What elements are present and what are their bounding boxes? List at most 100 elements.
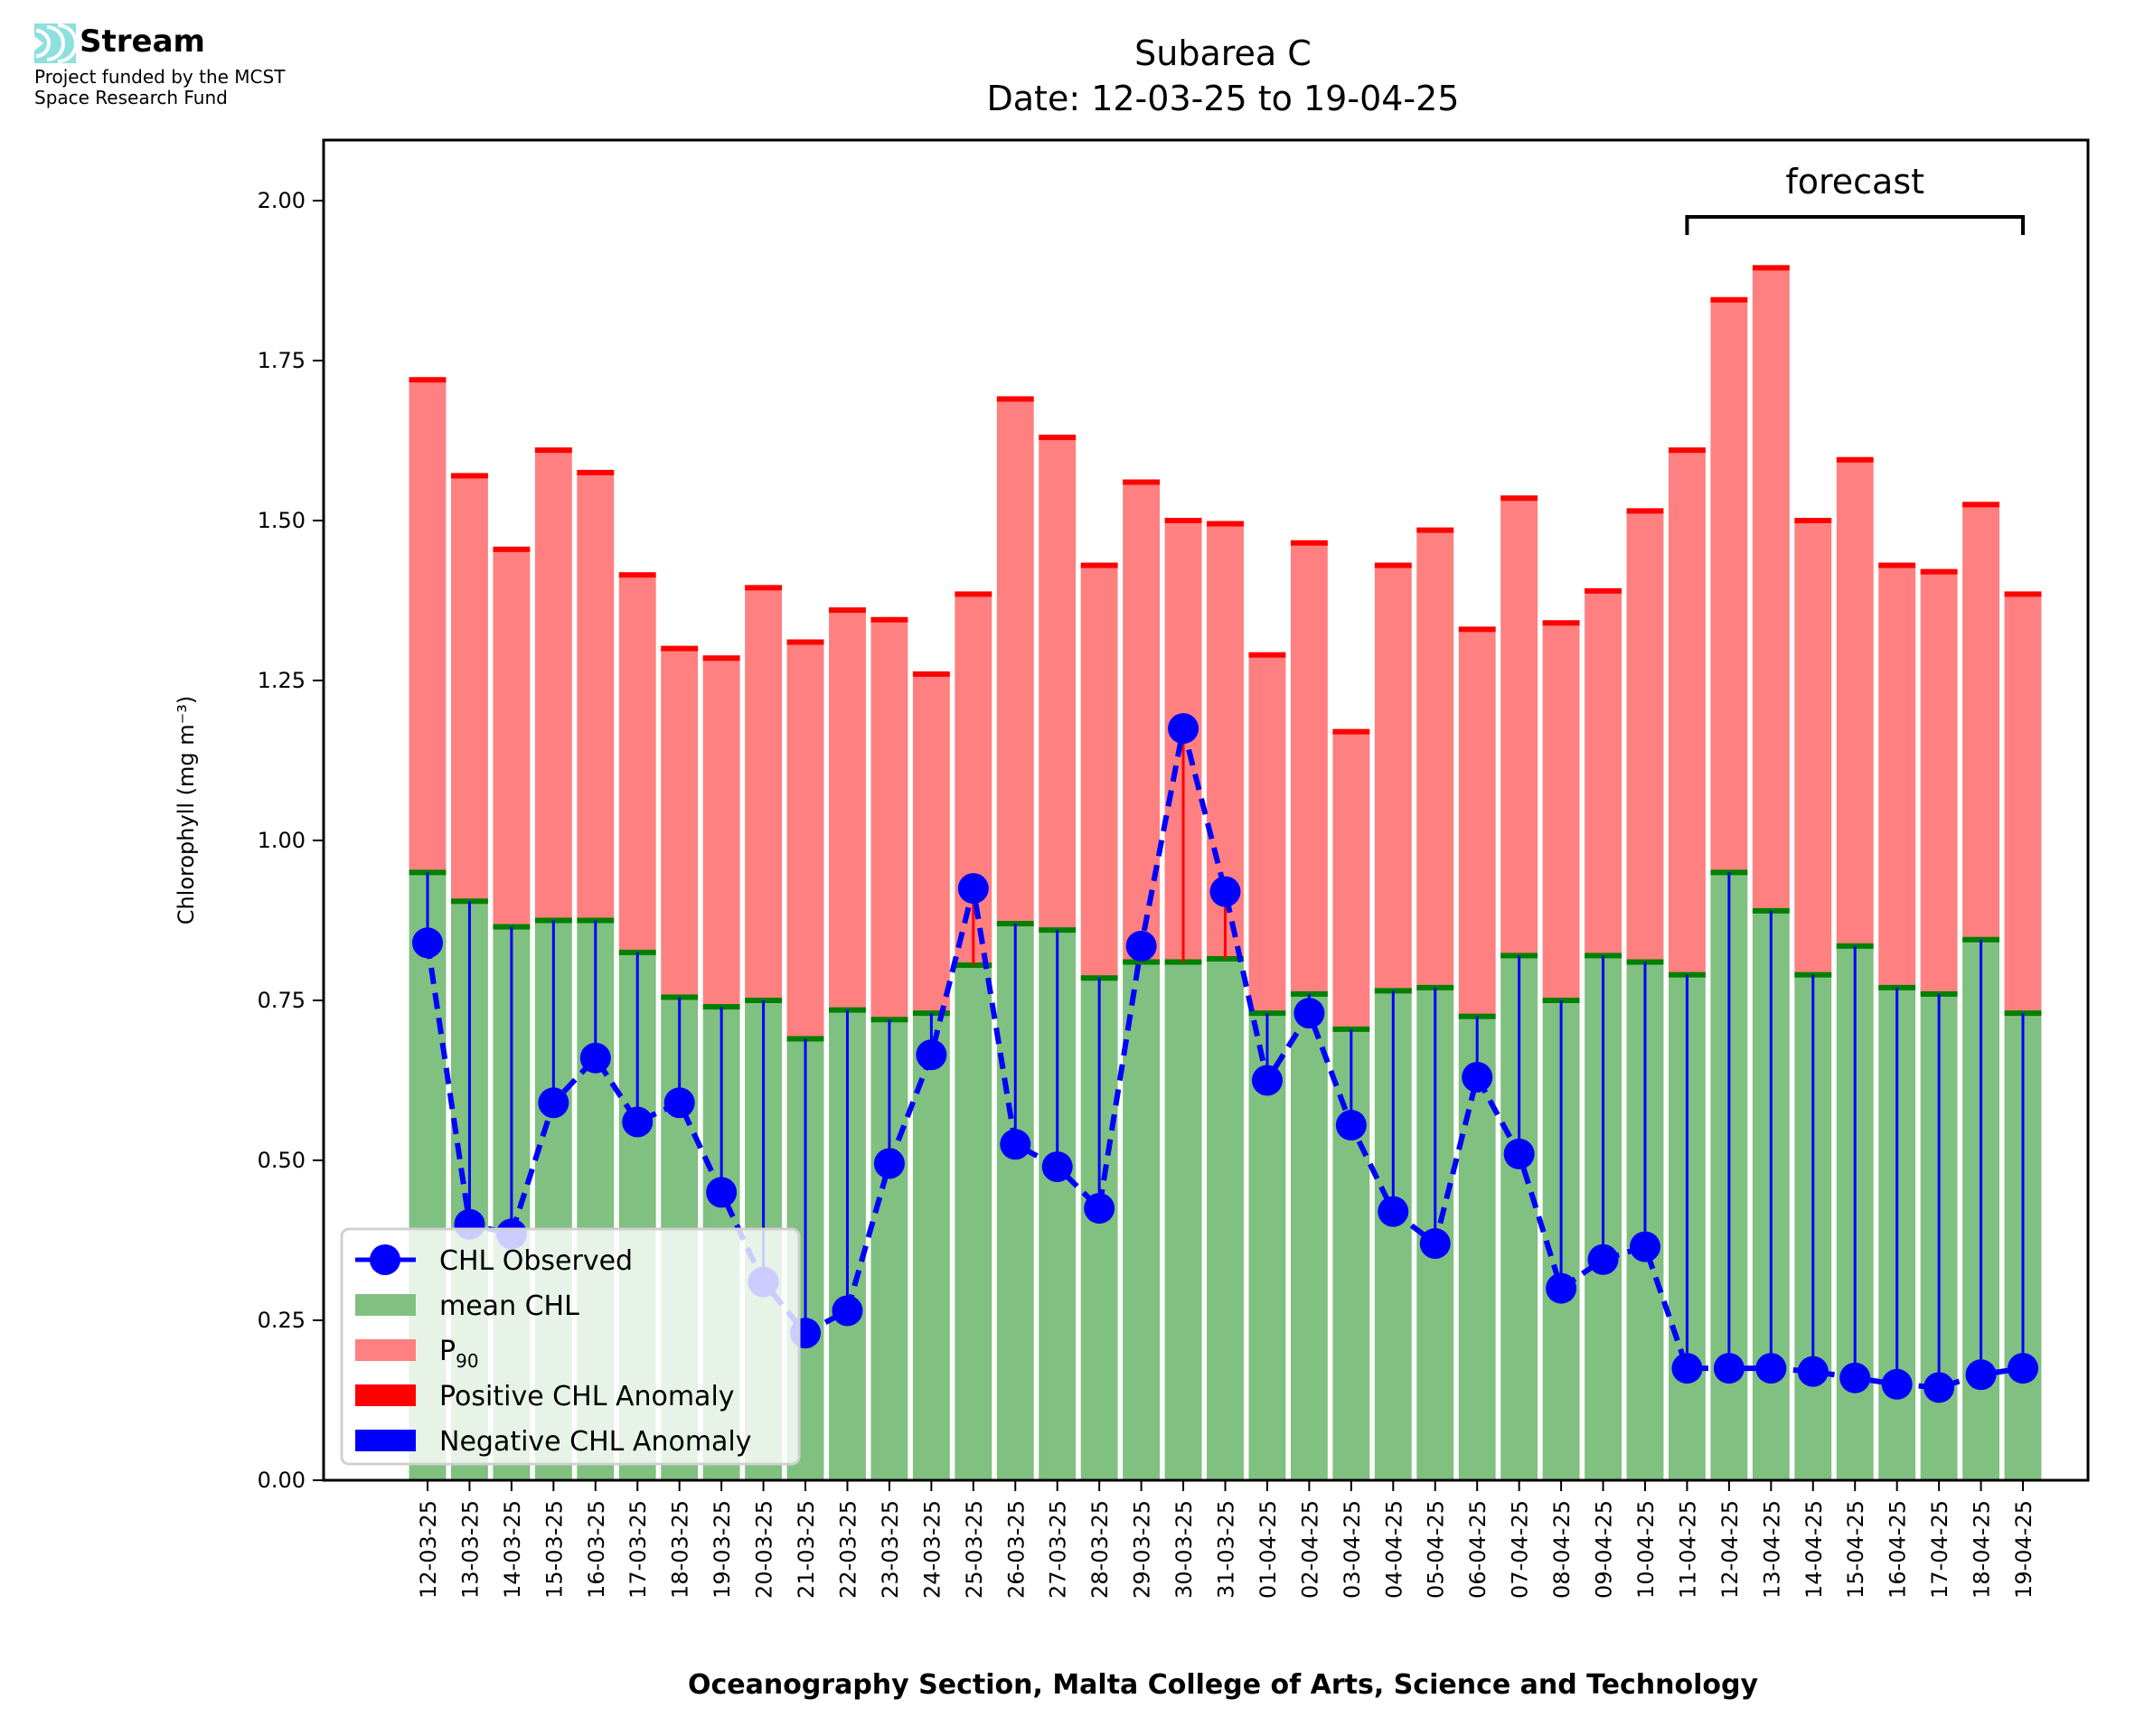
p90-bar-top: [618, 572, 656, 578]
observed-point: [1546, 1272, 1577, 1304]
x-tick-label: 12-04-25: [1717, 1500, 1743, 1599]
observed-point: [1041, 1151, 1073, 1183]
x-tick-label: 28-03-25: [1087, 1500, 1113, 1599]
p90-bar: [786, 642, 824, 1039]
p90-bar: [1332, 731, 1370, 1029]
p90-bar-top: [493, 546, 531, 552]
p90-bar: [1542, 623, 1580, 1000]
p90-bar: [1248, 654, 1286, 1014]
y-tick-label: 2.00: [258, 188, 306, 213]
p90-bar-top: [451, 473, 488, 479]
p90-bar-top: [1080, 562, 1118, 568]
p90-bar: [870, 619, 908, 1020]
observed-point: [1293, 998, 1325, 1029]
observed-point: [1168, 713, 1199, 745]
mean-bar: [1290, 993, 1328, 1480]
x-tick-label: 03-04-25: [1340, 1500, 1365, 1599]
mean-bar: [1123, 962, 1161, 1480]
p90-bar-top: [1416, 527, 1454, 533]
observed-point: [1084, 1193, 1115, 1225]
p90-bar: [1374, 565, 1412, 991]
funding-line-1: Project funded by the MCST: [34, 66, 286, 88]
y-tick-label: 1.25: [258, 668, 306, 693]
p90-bar-top: [1962, 502, 1999, 508]
p90-bar: [577, 472, 615, 921]
p90-bar-top: [702, 655, 740, 662]
x-tick-label: 30-03-25: [1171, 1500, 1197, 1599]
brand-name: Stream: [80, 23, 205, 60]
x-tick-label: 25-03-25: [962, 1500, 987, 1599]
p90-bar: [1878, 565, 1916, 988]
x-tick-label: 18-04-25: [1970, 1500, 1995, 1599]
observed-point: [579, 1042, 611, 1074]
observed-point: [916, 1039, 947, 1071]
p90-bar-top: [1836, 456, 1874, 463]
p90-bar: [1962, 504, 1999, 940]
x-tick-label: 08-04-25: [1549, 1500, 1575, 1599]
y-tick-label: 1.00: [258, 828, 306, 853]
x-tick-label: 18-03-25: [668, 1500, 693, 1599]
observed-point: [832, 1295, 863, 1327]
p90-bar-top: [2004, 591, 2042, 597]
axes-frame: [322, 138, 2090, 1482]
x-tick-label: 01-04-25: [1256, 1500, 1281, 1599]
x-tick-label: 14-03-25: [500, 1500, 525, 1599]
x-tick-label: 20-03-25: [752, 1500, 777, 1599]
observed-point: [1209, 876, 1241, 907]
observed-point: [1671, 1353, 1703, 1384]
forecast-bracket: [1685, 215, 2025, 235]
legend-box: [340, 1227, 801, 1466]
x-tick-label: 16-04-25: [1886, 1500, 1911, 1599]
x-tick-label: 13-03-25: [457, 1500, 483, 1599]
x-axis-label: Oceanography Section, Malta College of A…: [688, 1669, 1759, 1701]
p90-bar: [1585, 590, 1622, 956]
observed-point: [1713, 1353, 1745, 1384]
stream-waves-icon: [34, 23, 76, 63]
x-tick-label: 22-03-25: [835, 1500, 861, 1599]
y-tick-label: 1.50: [258, 508, 306, 533]
x-tick-label: 13-04-25: [1759, 1500, 1784, 1599]
x-tick-label: 23-03-25: [878, 1500, 903, 1599]
x-tick-label: 05-04-25: [1424, 1500, 1449, 1599]
mean-bar: [955, 965, 992, 1480]
x-axis: 12-03-25 13-03-25 14-03-25 15-03-25 16-03-25…: [416, 1480, 2036, 1599]
observed-point: [1378, 1196, 1409, 1227]
x-tick-label: 02-04-25: [1297, 1500, 1322, 1599]
x-tick-label: 17-03-25: [626, 1500, 651, 1599]
p90-bar-top: [534, 447, 572, 454]
y-tick-label: 0.25: [258, 1308, 306, 1333]
legend-swatch-p90: [355, 1339, 416, 1361]
p90-bar: [2004, 594, 2042, 1014]
p90-bar-top: [1248, 652, 1286, 658]
p90-bar-top: [870, 616, 908, 623]
p90-bar: [534, 450, 572, 921]
p90-bar-top: [1752, 265, 1790, 271]
funding-note: Project funded by the MCST Space Researc…: [34, 67, 285, 108]
x-tick-label: 21-03-25: [794, 1500, 819, 1599]
observed-point: [1462, 1061, 1493, 1093]
legend-swatch-mean: [355, 1294, 416, 1316]
p90-bar: [451, 475, 488, 902]
observed-point: [622, 1106, 654, 1138]
forecast-annotation: forecast: [1685, 162, 2025, 235]
p90-bar-top: [661, 645, 699, 652]
legend-label: Positive CHL Anomaly: [439, 1381, 735, 1412]
p90-bar-top: [577, 469, 615, 475]
x-tick-label: 26-03-25: [1003, 1500, 1029, 1599]
x-tick-label: 19-03-25: [710, 1500, 735, 1599]
p90-bar-top: [1207, 521, 1244, 527]
p90-bar: [1123, 482, 1161, 962]
p90-bar: [661, 648, 699, 998]
p90-bar-top: [745, 585, 783, 591]
y-tick-label: 0.75: [258, 988, 306, 1013]
p90-bar: [829, 610, 866, 1010]
y-tick-label: 1.75: [258, 348, 306, 373]
observed-point: [663, 1087, 695, 1119]
x-tick-label: 24-03-25: [919, 1500, 945, 1599]
observed-point: [1503, 1138, 1535, 1169]
p90-bar: [1710, 299, 1748, 873]
p90-bar-top: [829, 607, 866, 614]
y-axis: 0.00 0.25 0.50 0.75 1.00 1.25 1.50 1.75 2.00: [258, 188, 324, 1493]
p90-bar: [1039, 436, 1077, 931]
